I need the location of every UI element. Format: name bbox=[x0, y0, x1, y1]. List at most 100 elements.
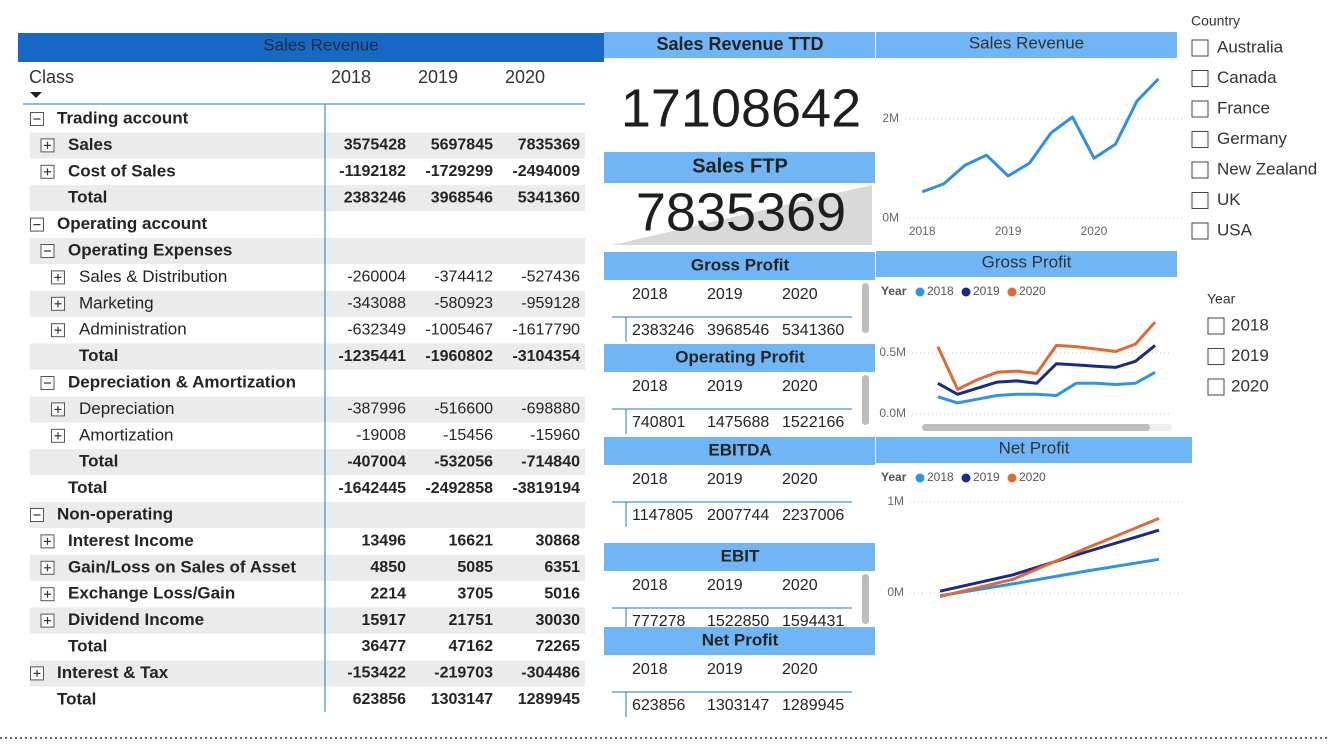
cell-value: -698880 bbox=[521, 401, 580, 418]
row-label: Total bbox=[68, 188, 107, 207]
checkbox[interactable] bbox=[1191, 70, 1209, 87]
cell-value: 72265 bbox=[536, 638, 581, 655]
legend-label[interactable]: 2018 bbox=[927, 470, 954, 484]
row-label: Dividend Income bbox=[68, 610, 204, 629]
row-stripe bbox=[30, 132, 585, 159]
legend-label[interactable]: 2018 bbox=[927, 284, 954, 298]
cell-value: -260004 bbox=[347, 269, 406, 286]
legend-swatch bbox=[1007, 473, 1017, 483]
chart-title: Sales Revenue bbox=[969, 33, 1084, 52]
cell-value: -959128 bbox=[521, 295, 580, 312]
y-tick-label: 1M bbox=[887, 494, 904, 508]
cell-value: -2492858 bbox=[425, 480, 493, 497]
checkbox[interactable] bbox=[1191, 161, 1209, 179]
y-tick-label: 0M bbox=[882, 210, 899, 224]
cell-value: -387996 bbox=[347, 401, 406, 418]
table-value: 1522850 bbox=[707, 613, 769, 630]
y-tick-label: 2M bbox=[882, 111, 899, 125]
card-decoration bbox=[612, 185, 872, 245]
card-value: 7835369 bbox=[636, 182, 846, 242]
cell-value: 47162 bbox=[449, 638, 494, 655]
scroll-thumb[interactable] bbox=[922, 424, 1150, 431]
series-line bbox=[936, 321, 1157, 391]
slicer-item[interactable]: USA bbox=[1217, 220, 1253, 239]
row-label: Marketing bbox=[79, 293, 154, 312]
column-header: 2018 bbox=[632, 286, 668, 303]
series-line bbox=[921, 77, 1160, 194]
checkbox[interactable] bbox=[1207, 348, 1225, 365]
chart-title: Net Profit bbox=[999, 438, 1070, 457]
legend-title: Year bbox=[881, 284, 907, 298]
checkbox[interactable] bbox=[1191, 39, 1209, 57]
table-value: 2237006 bbox=[782, 507, 844, 524]
row-label: Non-operating bbox=[57, 504, 173, 523]
legend-label[interactable]: 2019 bbox=[973, 470, 1000, 484]
slicer-item[interactable]: New Zealand bbox=[1217, 159, 1317, 178]
table-value: 1147805 bbox=[632, 507, 693, 524]
cell-value: -343088 bbox=[347, 295, 406, 312]
column-header: 2020 bbox=[782, 661, 818, 678]
column-header: 2018 bbox=[331, 67, 371, 87]
scrollbar[interactable] bbox=[862, 283, 869, 333]
row-label: Trading account bbox=[57, 108, 189, 127]
table-value: 3968546 bbox=[707, 322, 769, 339]
legend-swatch bbox=[961, 287, 971, 297]
row-label: Interest Income bbox=[68, 531, 194, 550]
column-header: 2020 bbox=[782, 577, 818, 594]
cell-value: -304486 bbox=[521, 665, 580, 682]
cell-value: -1005467 bbox=[425, 321, 493, 338]
table-value: 1289945 bbox=[782, 697, 844, 714]
cell-value: 2214 bbox=[370, 585, 406, 602]
legend-label[interactable]: 2020 bbox=[1019, 284, 1046, 298]
checkbox[interactable] bbox=[1191, 131, 1209, 148]
chart-header bbox=[876, 32, 1177, 58]
row-label: Operating account bbox=[57, 214, 208, 233]
table-header bbox=[604, 344, 875, 372]
matrix-title-bar bbox=[18, 33, 604, 62]
slicer-item[interactable]: 2019 bbox=[1231, 346, 1269, 365]
legend-label[interactable]: 2020 bbox=[1019, 470, 1046, 484]
table-title: Gross Profit bbox=[691, 255, 790, 274]
legend-swatch bbox=[915, 473, 925, 483]
cell-value: -1642445 bbox=[338, 480, 406, 497]
checkbox[interactable] bbox=[1207, 378, 1225, 396]
slicer-item[interactable]: Canada bbox=[1217, 68, 1277, 87]
cell-value: -1729299 bbox=[425, 163, 493, 180]
table-header bbox=[604, 627, 875, 655]
checkbox[interactable] bbox=[1191, 192, 1209, 209]
slicer-item[interactable]: 2018 bbox=[1231, 315, 1269, 334]
cell-value: 623856 bbox=[353, 691, 406, 708]
checkbox[interactable] bbox=[1191, 100, 1209, 118]
scrollbar[interactable] bbox=[862, 375, 869, 425]
row-label: Amortization bbox=[79, 425, 173, 444]
legend-label[interactable]: 2019 bbox=[973, 284, 1000, 298]
cell-value: 5341360 bbox=[518, 189, 580, 206]
column-header: 2019 bbox=[707, 577, 743, 594]
row-label: Gain/Loss on Sales of Asset bbox=[68, 557, 296, 576]
slicer-item[interactable]: Australia bbox=[1217, 37, 1284, 56]
checkbox[interactable] bbox=[1207, 317, 1225, 335]
checkbox[interactable] bbox=[1191, 222, 1209, 240]
scrollbar[interactable] bbox=[862, 574, 869, 624]
slicer-item[interactable]: France bbox=[1217, 98, 1270, 117]
table-value: 1303147 bbox=[707, 697, 769, 714]
cell-value: 3575428 bbox=[344, 137, 406, 154]
slicer-item[interactable]: 2020 bbox=[1231, 376, 1269, 395]
row-label: Total bbox=[68, 478, 107, 497]
sort-arrow[interactable] bbox=[30, 92, 42, 98]
cell-value: 5085 bbox=[457, 559, 493, 576]
row-label: Total bbox=[79, 452, 118, 471]
slicer-item[interactable]: Germany bbox=[1217, 129, 1287, 148]
cell-value: 30868 bbox=[536, 533, 581, 550]
cell-value: -532056 bbox=[434, 453, 493, 470]
cell-value: -3819194 bbox=[512, 480, 580, 497]
cell-value: 1303147 bbox=[431, 691, 493, 708]
class-header[interactable]: Class bbox=[29, 67, 74, 87]
cell-value: 13496 bbox=[362, 533, 407, 550]
cell-value: -374412 bbox=[434, 269, 493, 286]
slicer-item[interactable]: UK bbox=[1217, 190, 1241, 209]
row-label: Depreciation & Amortization bbox=[68, 372, 296, 391]
column-header: 2018 bbox=[632, 661, 668, 678]
series-line bbox=[937, 370, 1156, 405]
slicer-title: Year bbox=[1207, 291, 1236, 307]
